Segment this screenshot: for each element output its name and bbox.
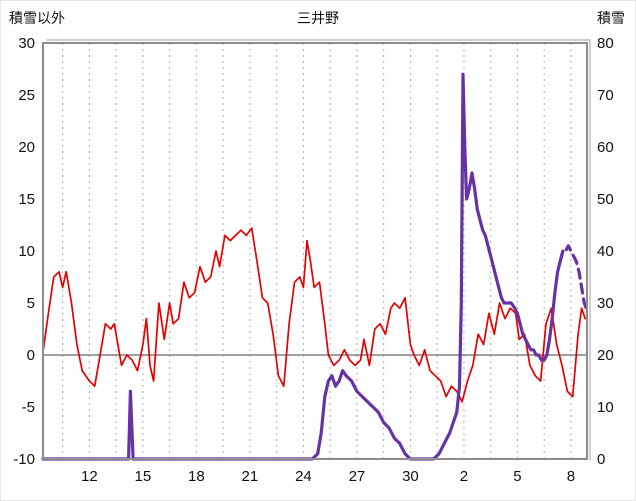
- left-axis-tick-label: -10: [13, 451, 35, 468]
- left-axis-tick-label: 5: [27, 295, 35, 312]
- left-axis-tick-label: 25: [18, 87, 35, 104]
- left-axis-tick-label: 15: [18, 191, 35, 208]
- x-axis-tick-label: 18: [188, 468, 205, 485]
- x-axis-tick-label: 8: [567, 468, 575, 485]
- right-axis-tick-label: 70: [597, 87, 614, 104]
- x-axis-tick-label: 5: [513, 468, 521, 485]
- right-axis-tick-label: 60: [597, 139, 614, 156]
- left-axis-tick-label: 20: [18, 139, 35, 156]
- right-axis-tick-label: 30: [597, 295, 614, 312]
- left-axis-tick-label: 10: [18, 243, 35, 260]
- right-axis-tick-label: 20: [597, 347, 614, 364]
- left-axis-tick-label: 0: [27, 347, 35, 364]
- left-axis-tick-label: -5: [22, 399, 35, 416]
- x-axis-tick-label: 2: [460, 468, 468, 485]
- right-axis-tick-label: 50: [597, 191, 614, 208]
- right-axis-tick-label: 0: [597, 451, 605, 468]
- x-axis-tick-label: 15: [135, 468, 152, 485]
- x-axis-tick-label: 12: [81, 468, 98, 485]
- left-axis-title: 積雪以外: [9, 10, 65, 26]
- left-axis-tick-label: 30: [18, 35, 35, 52]
- x-axis-tick-label: 21: [242, 468, 259, 485]
- right-axis-title: 積雪: [597, 10, 625, 26]
- plot-frame: [42, 42, 588, 460]
- series-snow-line: [558, 244, 588, 310]
- x-axis-tick-label: 27: [349, 468, 366, 485]
- series-snow-line: [41, 72, 565, 461]
- right-axis-tick-label: 10: [597, 399, 614, 416]
- series-temperature-line: [42, 227, 587, 403]
- plot-bevel: [46, 39, 591, 460]
- x-axis-tick-label: 24: [295, 468, 312, 485]
- right-axis-tick-label: 80: [597, 35, 614, 52]
- chart-title: 三井野: [297, 10, 339, 26]
- right-axis-tick-label: 40: [597, 243, 614, 260]
- x-axis-tick-label: 30: [402, 468, 419, 485]
